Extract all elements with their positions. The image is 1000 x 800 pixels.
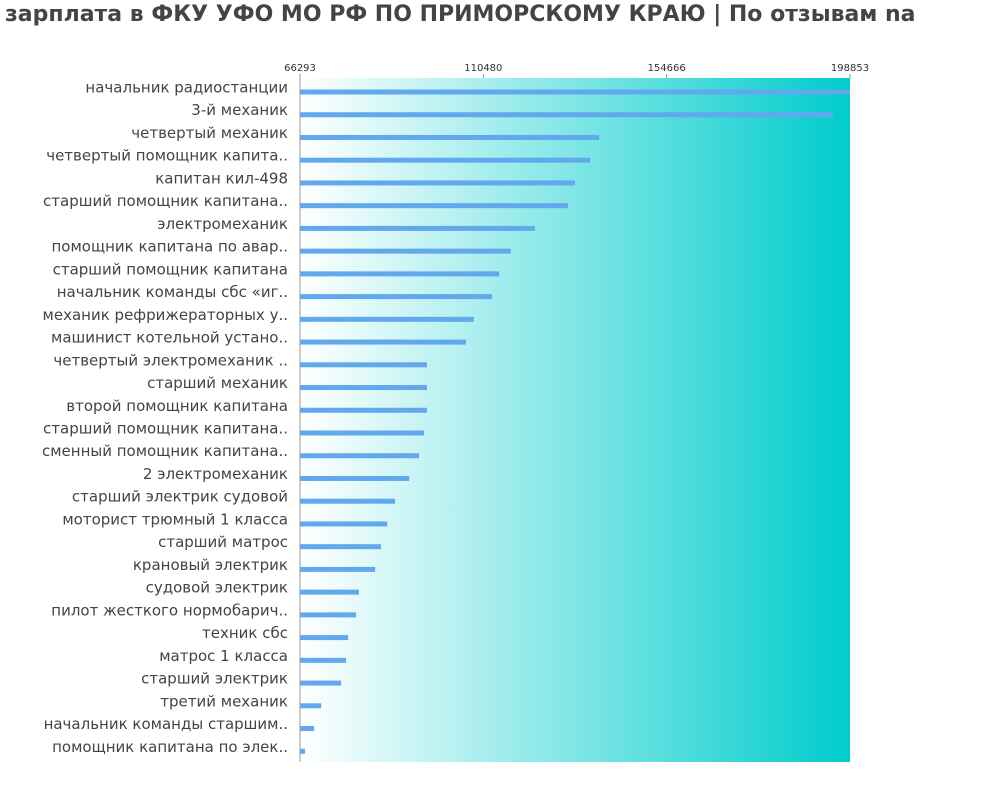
bar	[300, 203, 569, 209]
bar	[300, 134, 600, 140]
y-tick-label: крановый электрик	[133, 556, 288, 574]
bar	[300, 703, 322, 709]
y-tick-label: сменный помощник капитана..	[42, 442, 288, 460]
y-tick-label: четвертый помощник капита..	[46, 147, 288, 165]
y-tick-label: электромеханик	[157, 215, 288, 233]
y-tick-label: матрос 1 класса	[159, 647, 288, 665]
bar	[300, 748, 306, 754]
y-tick-label: старший механик	[147, 374, 288, 392]
y-tick-label: пилот жесткого нормобарич..	[51, 601, 288, 619]
bar	[300, 521, 388, 527]
y-tick-label: старший помощник капитана	[53, 260, 288, 278]
bar	[300, 294, 493, 300]
y-tick-label: механик рефрижераторных у..	[43, 306, 288, 324]
bar	[300, 407, 427, 413]
y-tick-label: капитан кил-498	[155, 169, 288, 187]
y-tick-label: старший помощник капитана..	[43, 420, 288, 438]
bar	[300, 339, 466, 345]
bar	[300, 112, 833, 118]
bar	[300, 362, 427, 368]
y-tick-label: старший электрик судовой	[72, 488, 288, 506]
bar	[300, 430, 425, 436]
chart-title: зарплата в ФКУ УФО МО РФ ПО ПРИМОРСКОМУ …	[5, 2, 916, 27]
bar	[300, 385, 427, 391]
bar	[300, 248, 511, 254]
bar	[300, 453, 420, 459]
y-tick-label: помощник капитана по элек..	[52, 738, 288, 756]
y-tick-label: 2 электромеханик	[143, 465, 288, 483]
y-tick-label: начальник команды старшим..	[44, 715, 288, 733]
bar	[300, 726, 315, 732]
y-tick-label: четвертый механик	[131, 124, 288, 142]
bar	[300, 89, 850, 95]
y-tick-label: старший электрик	[141, 670, 288, 688]
y-tick-label: второй помощник капитана	[66, 397, 288, 415]
y-tick-label: старший матрос	[158, 533, 288, 551]
bar	[300, 589, 359, 595]
y-tick-label: четвертый электромеханик ..	[53, 351, 288, 369]
y-tick-label: судовой электрик	[146, 579, 288, 597]
y-tick-label: 3-й механик	[191, 101, 288, 119]
bar	[300, 680, 342, 686]
y-tick-label: начальник команды сбс «иг..	[57, 283, 288, 301]
bar	[300, 566, 376, 572]
bar	[300, 180, 576, 186]
y-tick-label: моторист трюмный 1 класса	[62, 510, 288, 528]
x-tick-label: 66293	[284, 63, 316, 74]
bar	[300, 544, 381, 550]
x-tick-label: 198853	[831, 63, 869, 74]
bar	[300, 225, 535, 231]
bar	[300, 635, 349, 641]
bar	[300, 612, 357, 618]
bar	[300, 271, 500, 277]
y-tick-label: техник сбс	[202, 624, 288, 642]
y-tick-label: помощник капитана по авар..	[51, 238, 288, 256]
y-tick-label: машинист котельной устано..	[51, 329, 288, 347]
bar	[300, 657, 347, 663]
bar	[300, 498, 396, 504]
x-tick-label: 154666	[648, 63, 686, 74]
bar	[300, 316, 474, 322]
bar	[300, 157, 591, 163]
y-tick-label: третий механик	[160, 692, 288, 710]
bar	[300, 475, 410, 481]
y-tick-label: начальник радиостанции	[85, 79, 288, 97]
y-tick-label: старший помощник капитана..	[43, 192, 288, 210]
plot-background	[300, 78, 850, 762]
x-tick-label: 110480	[464, 63, 502, 74]
